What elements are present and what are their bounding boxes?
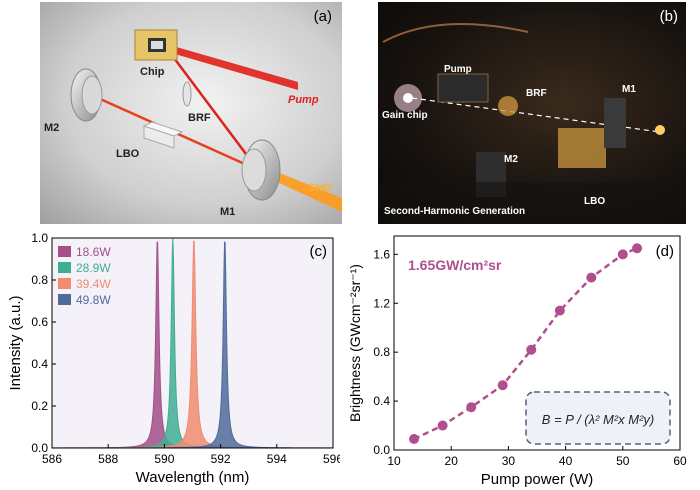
x-tick-label: 20 (445, 454, 459, 468)
photo-brf-label: BRF (526, 88, 547, 99)
brightness-point (409, 433, 420, 444)
lbo-label: LBO (116, 148, 140, 160)
legend-swatch (58, 294, 71, 305)
legend-swatch (58, 262, 71, 273)
m1-label: M1 (220, 206, 236, 218)
y-tick-label: 1.0 (31, 231, 48, 245)
brightness-point (466, 402, 477, 413)
pump-beam (166, 44, 298, 90)
plot-frame (51, 237, 334, 449)
brightness-point (632, 243, 643, 254)
x-tick-label: 586 (42, 452, 62, 466)
cavity-beam-1 (167, 49, 259, 171)
panel-c-label: (c) (310, 243, 328, 260)
y-axis-label: Brightness (GWcm⁻²sr⁻¹) (347, 264, 363, 422)
brightness-point (526, 344, 537, 355)
y-tick-label: 0.8 (373, 345, 390, 359)
photo-caption: Second-Harmonic Generation (384, 206, 526, 217)
x-tick-label: 594 (267, 452, 287, 466)
brightness-line (413, 247, 638, 441)
m1-mirror (241, 139, 281, 201)
shg-beam (262, 166, 342, 212)
x-axis-label: Wavelength (nm) (136, 469, 250, 486)
schematic-drawing (70, 29, 342, 212)
legend-entry: 18.6W (76, 245, 111, 259)
plot-frame (393, 235, 681, 451)
panel-b-label: (b) (659, 8, 678, 25)
brightness-formula: B = P / (λ² M²x M²y) (542, 412, 654, 427)
y-tick-label: 0.6 (31, 315, 48, 329)
y-tick-label: 0.0 (31, 441, 48, 455)
schematic-panel: (a) Chip Pump BRF M2 LBO SHG M1 (40, 2, 342, 224)
photo-pump-label: Pump (444, 64, 472, 75)
x-tick-label: 40 (559, 454, 573, 468)
y-tick-label: 0.4 (373, 394, 390, 408)
x-tick-label: 10 (387, 454, 401, 468)
chip-label: Chip (140, 66, 165, 78)
m2-label: M2 (44, 122, 60, 134)
lbo-crystal (142, 121, 184, 149)
y-axis-label: Intensity (a.u.) (7, 295, 24, 390)
shg-label: SHG (308, 182, 332, 194)
photo-lbo-label: LBO (584, 196, 606, 207)
x-tick-label: 590 (154, 452, 174, 466)
pump-label: Pump (288, 94, 319, 106)
panel-a-label: (a) (313, 8, 332, 25)
legend-swatch (58, 246, 71, 257)
spectrum-chart: 586 588 590 592 594 596 0.0 0.2 0.4 0.6 0.8 1.0 Wave… (7, 231, 340, 486)
y-tick-label: 0.0 (373, 443, 390, 457)
x-tick-label: 30 (502, 454, 516, 468)
legend-swatch (58, 278, 71, 289)
y-tick-label: 0.2 (31, 399, 48, 413)
peak-brightness-annotation: 1.65GW/cm²sr (408, 257, 502, 273)
brightness-point (497, 380, 508, 391)
brightness-point (554, 305, 565, 316)
y-tick-label: 0.4 (31, 357, 48, 371)
photo-m2-label: M2 (504, 154, 518, 165)
photo-m1-label: M1 (622, 84, 636, 95)
m2-mirror (70, 68, 103, 122)
x-tick-label: 588 (98, 452, 118, 466)
legend-entry: 49.8W (76, 293, 111, 307)
legend-entry: 28.9W (76, 261, 111, 275)
brightness-point (437, 420, 448, 431)
brightness-point (617, 249, 628, 260)
x-tick-label: 60 (673, 454, 687, 468)
y-tick-label: 1.6 (373, 247, 390, 261)
formula-box (525, 391, 671, 445)
photo-panel: (b) Pump BRF M1 Gain chip M2 LBO Second-… (378, 2, 686, 224)
setup-photo (378, 23, 686, 224)
brightness-point (586, 272, 597, 283)
photo-gain-chip-label: Gain chip (382, 110, 428, 121)
brf-component (182, 81, 192, 107)
x-tick-label: 592 (211, 452, 231, 466)
y-tick-label: 0.8 (31, 273, 48, 287)
legend-entry: 39.4W (76, 277, 111, 291)
chip-component (134, 29, 178, 61)
panel-d-label: (d) (656, 243, 674, 260)
brf-label: BRF (188, 112, 211, 124)
y-tick-label: 1.2 (373, 296, 390, 310)
x-tick-label: 596 (323, 452, 340, 466)
x-axis-label: Pump power (W) (481, 471, 594, 488)
brightness-chart: 10 20 30 40 50 60 0.0 0.4 0.8 1.2 1.6 Pump power (W… (347, 235, 687, 488)
x-tick-label: 50 (616, 454, 630, 468)
